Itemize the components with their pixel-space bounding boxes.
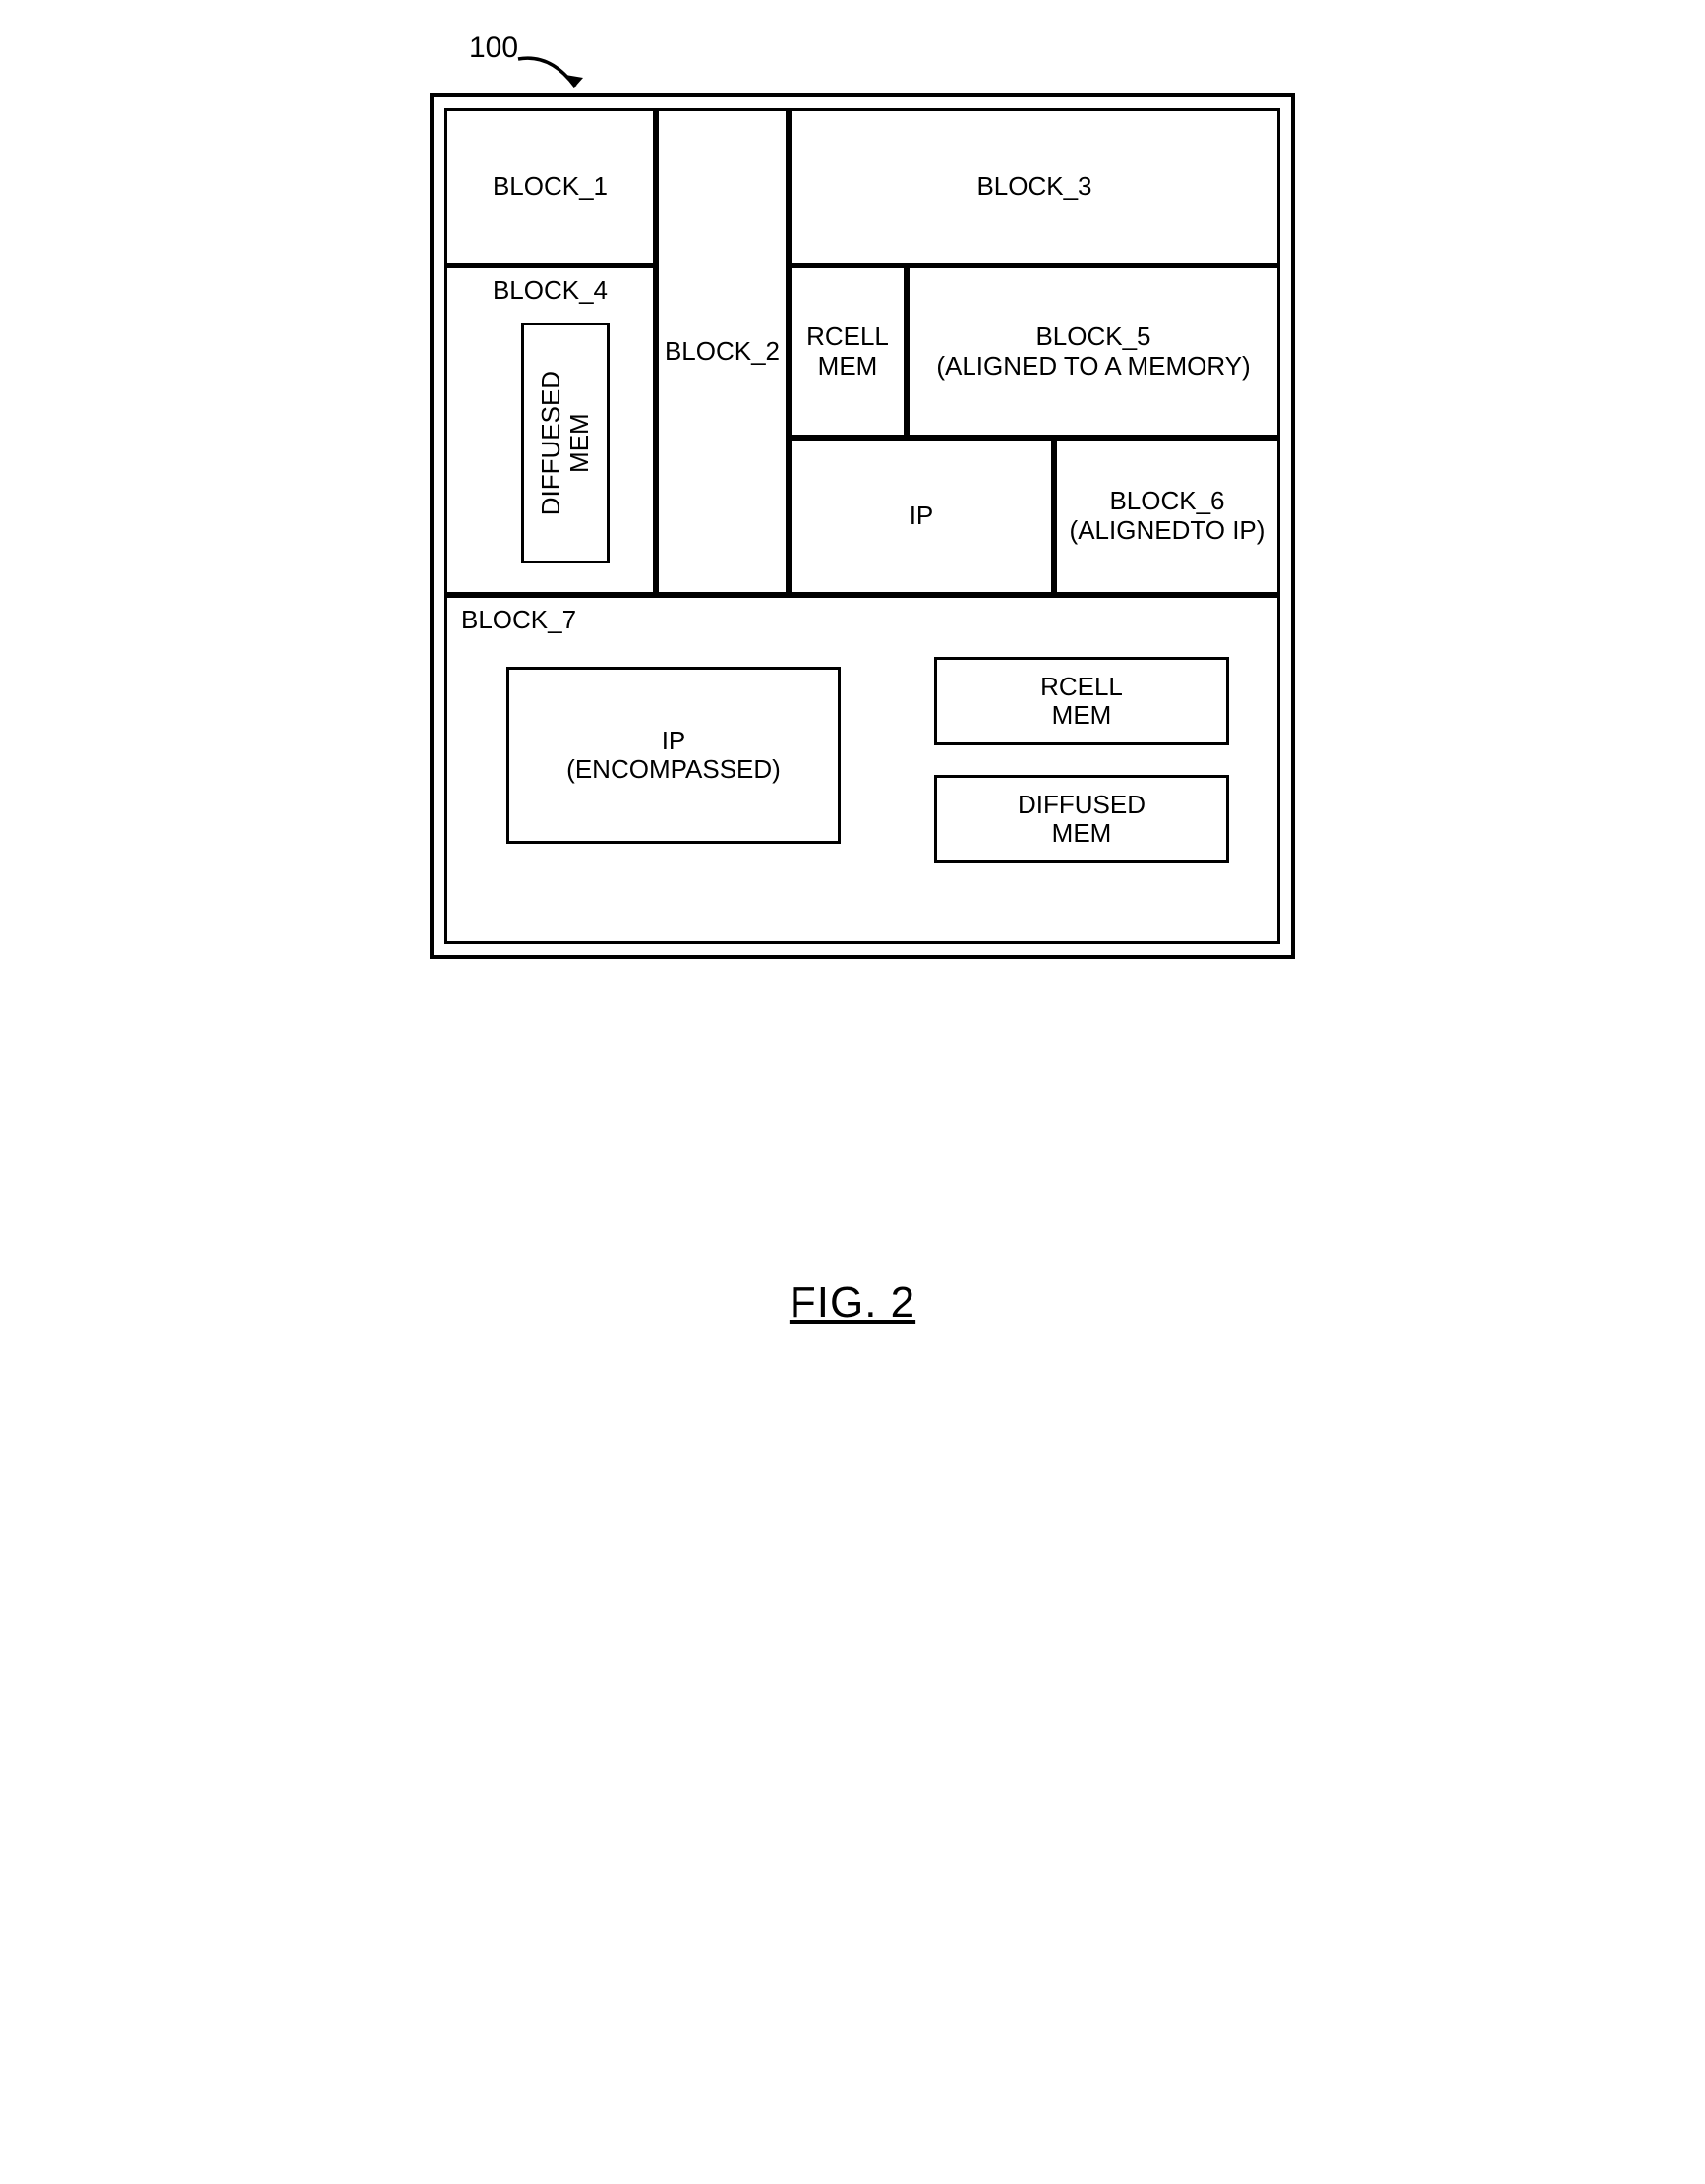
block-2-label: BLOCK_2 bbox=[665, 337, 780, 367]
diffused-mem-block4-label: DIFFUESED MEM bbox=[537, 371, 593, 515]
rcell-mem-label: RCELL MEM bbox=[806, 323, 889, 382]
die-inner-region: BLOCK_1 BLOCK_2 BLOCK_3 BLOCK_4 DIFFUESE… bbox=[444, 108, 1280, 944]
reference-numeral: 100 bbox=[469, 31, 518, 65]
block-3: BLOCK_3 bbox=[789, 108, 1280, 266]
rcell-mem-block7-label: RCELL MEM bbox=[1040, 673, 1123, 729]
ip-encompassed-label: IP (ENCOMPASSED) bbox=[566, 727, 781, 783]
block-5: BLOCK_5 (ALIGNED TO A MEMORY) bbox=[907, 266, 1280, 438]
diffused-mem-block7-label: DIFFUSED MEM bbox=[1018, 791, 1146, 847]
block-6: BLOCK_6 (ALIGNEDTO IP) bbox=[1054, 438, 1280, 595]
block-7-label: BLOCK_7 bbox=[461, 606, 576, 635]
ip-block-label: IP bbox=[910, 502, 934, 531]
rcell-mem-block7: RCELL MEM bbox=[934, 657, 1229, 745]
ip-encompassed-block: IP (ENCOMPASSED) bbox=[506, 667, 841, 844]
block-3-label: BLOCK_3 bbox=[976, 172, 1091, 202]
block-1-label: BLOCK_1 bbox=[493, 172, 608, 202]
block-2: BLOCK_2 bbox=[656, 108, 789, 595]
block-1: BLOCK_1 bbox=[444, 108, 656, 266]
diffused-mem-block4: DIFFUESED MEM bbox=[521, 323, 610, 563]
block-7: BLOCK_7 IP (ENCOMPASSED) RCELL MEM DIFFU… bbox=[444, 595, 1280, 944]
ip-block: IP bbox=[789, 438, 1054, 595]
diffused-mem-block7: DIFFUSED MEM bbox=[934, 775, 1229, 863]
block-6-label: BLOCK_6 (ALIGNEDTO IP) bbox=[1070, 487, 1265, 546]
diagram-canvas: 100 BLOCK_1 BLOCK_2 BLOCK_3 BLOCK_4 DIFF… bbox=[410, 39, 1295, 1170]
block-4-label: BLOCK_4 bbox=[447, 276, 653, 306]
rcell-mem-block: RCELL MEM bbox=[789, 266, 907, 438]
figure-caption: FIG. 2 bbox=[790, 1278, 915, 1328]
block-5-label: BLOCK_5 (ALIGNED TO A MEMORY) bbox=[936, 323, 1250, 382]
block-4: BLOCK_4 DIFFUESED MEM bbox=[444, 266, 656, 595]
